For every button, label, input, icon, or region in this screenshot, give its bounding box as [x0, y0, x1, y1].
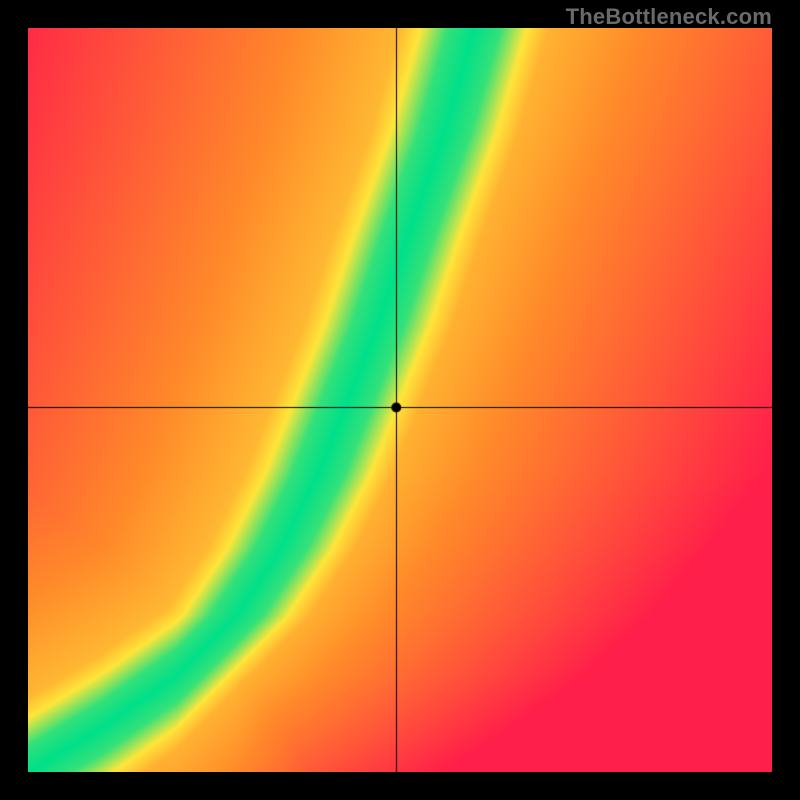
watermark-text: TheBottleneck.com	[566, 4, 772, 30]
overlay-canvas	[28, 28, 772, 772]
chart-root: TheBottleneck.com	[0, 0, 800, 800]
